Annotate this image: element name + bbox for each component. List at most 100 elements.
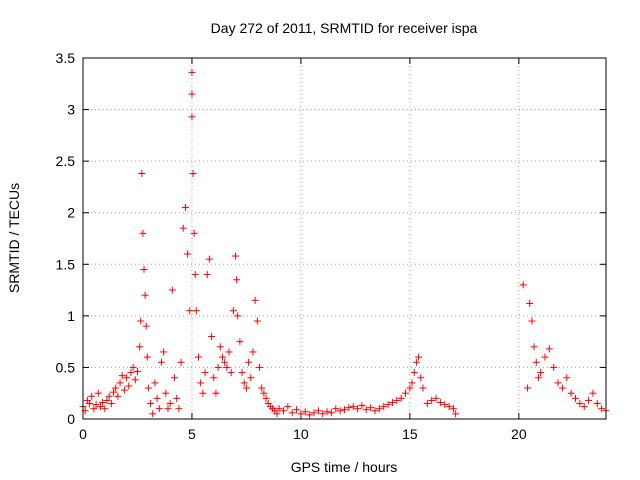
- data-point: [133, 368, 141, 376]
- data-point: [532, 358, 540, 366]
- data-point: [349, 403, 357, 411]
- data-point: [190, 229, 198, 237]
- data-point: [452, 410, 460, 418]
- data-point: [576, 400, 584, 408]
- data-point: [240, 379, 248, 387]
- data-point: [223, 363, 231, 371]
- data-point: [188, 90, 196, 98]
- data-point: [120, 386, 128, 394]
- data-point: [534, 374, 542, 382]
- data-point: [188, 68, 196, 76]
- data-point: [571, 394, 579, 402]
- data-point: [136, 343, 144, 351]
- axis-ticks: 0 5 10 15 20 0 0.5 1 1.5 2 2.5 3 3.5: [56, 50, 606, 442]
- data-point: [528, 317, 536, 325]
- data-point: [445, 403, 453, 411]
- data-point: [225, 348, 233, 356]
- data-point: [530, 343, 538, 351]
- y-tick-label: 2: [67, 205, 75, 221]
- data-point: [184, 250, 192, 258]
- data-points: [79, 68, 610, 419]
- data-point: [273, 410, 281, 418]
- data-point: [212, 389, 220, 397]
- data-point: [519, 281, 527, 289]
- data-point: [256, 363, 264, 371]
- data-point: [362, 406, 370, 414]
- data-point: [419, 384, 427, 392]
- data-point: [258, 384, 266, 392]
- data-point: [441, 401, 449, 409]
- data-point: [233, 276, 241, 284]
- data-point: [140, 265, 148, 273]
- data-point: [141, 291, 149, 299]
- data-point: [153, 394, 161, 402]
- data-point: [262, 394, 270, 402]
- data-point: [101, 405, 109, 413]
- data-point: [332, 405, 340, 413]
- data-point: [238, 369, 246, 377]
- data-point: [210, 374, 218, 382]
- data-point: [179, 224, 187, 232]
- data-point: [314, 407, 322, 415]
- data-point: [88, 392, 96, 400]
- data-point: [99, 398, 107, 406]
- data-point: [131, 376, 139, 384]
- y-tick-label: 1.5: [56, 256, 76, 272]
- data-point: [275, 405, 283, 413]
- data-point: [585, 396, 593, 404]
- data-point: [192, 307, 200, 315]
- data-point: [144, 384, 152, 392]
- y-tick-label: 3.5: [56, 50, 76, 66]
- y-tick-label: 0: [67, 411, 75, 427]
- data-point: [593, 400, 601, 408]
- data-point: [208, 332, 216, 340]
- data-point: [205, 255, 213, 263]
- data-point: [541, 353, 549, 361]
- data-point: [147, 400, 155, 408]
- data-point: [384, 401, 392, 409]
- data-point: [203, 271, 211, 279]
- data-point: [408, 379, 416, 387]
- data-point: [229, 307, 237, 315]
- x-axis-label: GPS time / hours: [291, 459, 398, 475]
- data-point: [191, 271, 199, 279]
- data-point: [118, 372, 126, 380]
- data-point: [380, 403, 388, 411]
- data-point: [177, 358, 185, 366]
- data-point: [260, 389, 268, 397]
- data-point: [524, 384, 532, 392]
- data-point: [168, 286, 176, 294]
- data-point: [186, 307, 194, 315]
- data-point: [242, 384, 250, 392]
- x-tick-label: 10: [293, 426, 309, 442]
- data-point: [110, 388, 118, 396]
- data-point: [149, 410, 157, 418]
- data-point: [221, 358, 229, 366]
- data-point: [550, 363, 558, 371]
- data-point: [94, 389, 102, 397]
- data-point: [227, 369, 235, 377]
- data-point: [234, 312, 242, 320]
- data-point: [157, 358, 165, 366]
- data-point: [160, 348, 168, 356]
- y-tick-label: 3: [67, 102, 75, 118]
- data-point: [92, 401, 100, 409]
- grid: [83, 58, 606, 419]
- data-point: [129, 363, 137, 371]
- data-point: [301, 408, 309, 416]
- data-point: [249, 348, 257, 356]
- data-point: [151, 379, 159, 387]
- data-point: [412, 358, 420, 366]
- data-point: [137, 317, 145, 325]
- data-point: [393, 396, 401, 404]
- data-point: [397, 394, 405, 402]
- data-point: [297, 410, 305, 418]
- data-point: [306, 411, 314, 419]
- data-point: [567, 389, 575, 397]
- data-point: [410, 369, 418, 377]
- x-tick-label: 20: [511, 426, 527, 442]
- data-point: [284, 403, 292, 411]
- data-point: [388, 398, 396, 406]
- data-point: [279, 407, 287, 415]
